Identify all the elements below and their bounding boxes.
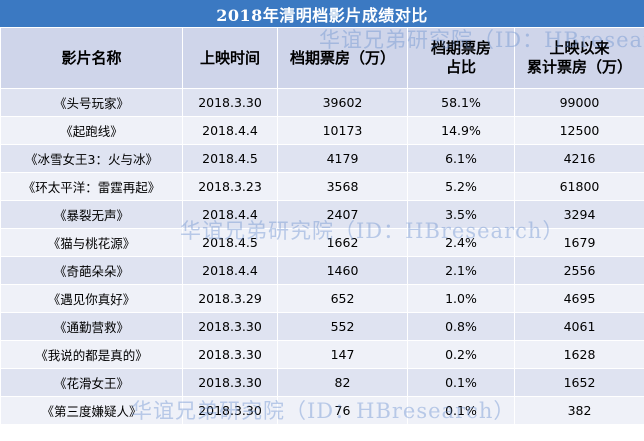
period-share: 0.1% bbox=[407, 368, 515, 397]
table-row: 《奇葩朵朵》 2018.4.4 1460 2.1% 2556 bbox=[0, 256, 644, 285]
film-name: 《奇葩朵朵》 bbox=[0, 256, 183, 285]
table-row: 《我说的都是真的》 2018.3.30 147 0.2% 1628 bbox=[0, 340, 644, 369]
table-row: 《头号玩家》 2018.3.30 39602 58.1% 99000 bbox=[0, 88, 644, 117]
cumulative-box-office: 12500 bbox=[514, 116, 644, 145]
film-name: 《遇见你真好》 bbox=[0, 284, 183, 313]
header-cumulative-box-office: 上映以来 累计票房（万） bbox=[514, 27, 644, 89]
film-name: 《猫与桃花源》 bbox=[0, 228, 183, 257]
release-date: 2018.3.29 bbox=[182, 284, 278, 313]
table-row: 《第三度嫌疑人》 2018.3.30 76 0.1% 382 bbox=[0, 396, 644, 425]
film-name: 《冰雪女王3：火与冰》 bbox=[0, 144, 183, 173]
cumulative-box-office: 4216 bbox=[514, 144, 644, 173]
cumulative-box-office: 2556 bbox=[514, 256, 644, 285]
table-row: 《遇见你真好》 2018.3.29 652 1.0% 4695 bbox=[0, 284, 644, 313]
period-box-office: 10173 bbox=[277, 116, 408, 145]
period-share: 58.1% bbox=[407, 88, 515, 117]
release-date: 2018.3.30 bbox=[182, 396, 278, 425]
table-row: 《冰雪女王3：火与冰》 2018.4.5 4179 6.1% 4216 bbox=[0, 144, 644, 173]
table-row: 《通勤营救》 2018.3.30 552 0.8% 4061 bbox=[0, 312, 644, 341]
header-period-share: 档期票房 占比 bbox=[407, 27, 515, 89]
period-share: 0.8% bbox=[407, 312, 515, 341]
period-share: 14.9% bbox=[407, 116, 515, 145]
header-cumulative-line1: 上映以来 bbox=[549, 39, 610, 57]
period-share: 6.1% bbox=[407, 144, 515, 173]
release-date: 2018.3.30 bbox=[182, 312, 278, 341]
period-share: 2.1% bbox=[407, 256, 515, 285]
period-box-office: 4179 bbox=[277, 144, 408, 173]
period-box-office: 147 bbox=[277, 340, 408, 369]
period-share: 2.4% bbox=[407, 228, 515, 257]
cumulative-box-office: 1652 bbox=[514, 368, 644, 397]
period-share: 0.1% bbox=[407, 396, 515, 425]
cumulative-box-office: 99000 bbox=[514, 88, 644, 117]
film-name: 《第三度嫌疑人》 bbox=[0, 396, 183, 425]
release-date: 2018.4.4 bbox=[182, 256, 278, 285]
period-box-office: 39602 bbox=[277, 88, 408, 117]
cumulative-box-office: 3294 bbox=[514, 200, 644, 229]
table-header-row: 影片名称 上映时间 档期票房（万） 档期票房 占比 上映以来 累计票房（万） bbox=[0, 27, 644, 89]
release-date: 2018.3.23 bbox=[182, 172, 278, 201]
release-date: 2018.4.4 bbox=[182, 200, 278, 229]
cumulative-box-office: 382 bbox=[514, 396, 644, 425]
table-row: 《环太平洋：雷霆再起》 2018.3.23 3568 5.2% 61800 bbox=[0, 172, 644, 201]
film-name: 《我说的都是真的》 bbox=[0, 340, 183, 369]
cumulative-box-office: 1628 bbox=[514, 340, 644, 369]
table-row: 《猫与桃花源》 2018.4.5 1662 2.4% 1679 bbox=[0, 228, 644, 257]
release-date: 2018.4.5 bbox=[182, 228, 278, 257]
table-row: 《暴裂无声》 2018.4.4 2407 3.5% 3294 bbox=[0, 200, 644, 229]
header-period-box-office: 档期票房（万） bbox=[277, 27, 408, 89]
film-name: 《起跑线》 bbox=[0, 116, 183, 145]
cumulative-box-office: 1679 bbox=[514, 228, 644, 257]
period-box-office: 76 bbox=[277, 396, 408, 425]
period-box-office: 1662 bbox=[277, 228, 408, 257]
cumulative-box-office: 61800 bbox=[514, 172, 644, 201]
period-share: 1.0% bbox=[407, 284, 515, 313]
table-title: 2018年清明档影片成绩对比 bbox=[0, 0, 644, 27]
film-name: 《环太平洋：雷霆再起》 bbox=[0, 172, 183, 201]
cumulative-box-office: 4695 bbox=[514, 284, 644, 313]
period-box-office: 1460 bbox=[277, 256, 408, 285]
header-period-share-line1: 档期票房 bbox=[430, 39, 491, 57]
film-name: 《花滑女王》 bbox=[0, 368, 183, 397]
header-film-name: 影片名称 bbox=[0, 27, 183, 89]
box-office-table: 影片名称 上映时间 档期票房（万） 档期票房 占比 上映以来 累计票房（万） 《… bbox=[0, 27, 644, 425]
release-date: 2018.4.5 bbox=[182, 144, 278, 173]
period-share: 0.2% bbox=[407, 340, 515, 369]
release-date: 2018.3.30 bbox=[182, 88, 278, 117]
header-release-date: 上映时间 bbox=[182, 27, 278, 89]
period-box-office: 652 bbox=[277, 284, 408, 313]
film-name: 《暴裂无声》 bbox=[0, 200, 183, 229]
period-share: 3.5% bbox=[407, 200, 515, 229]
film-name: 《头号玩家》 bbox=[0, 88, 183, 117]
release-date: 2018.3.30 bbox=[182, 340, 278, 369]
table-row: 《起跑线》 2018.4.4 10173 14.9% 12500 bbox=[0, 116, 644, 145]
header-period-share-line2: 占比 bbox=[445, 58, 476, 76]
table-row: 《花滑女王》 2018.3.30 82 0.1% 1652 bbox=[0, 368, 644, 397]
header-cumulative-line2: 累计票房（万） bbox=[526, 58, 632, 76]
period-box-office: 82 bbox=[277, 368, 408, 397]
film-name: 《通勤营救》 bbox=[0, 312, 183, 341]
period-box-office: 2407 bbox=[277, 200, 408, 229]
cumulative-box-office: 4061 bbox=[514, 312, 644, 341]
release-date: 2018.3.30 bbox=[182, 368, 278, 397]
period-share: 5.2% bbox=[407, 172, 515, 201]
release-date: 2018.4.4 bbox=[182, 116, 278, 145]
period-box-office: 3568 bbox=[277, 172, 408, 201]
period-box-office: 552 bbox=[277, 312, 408, 341]
